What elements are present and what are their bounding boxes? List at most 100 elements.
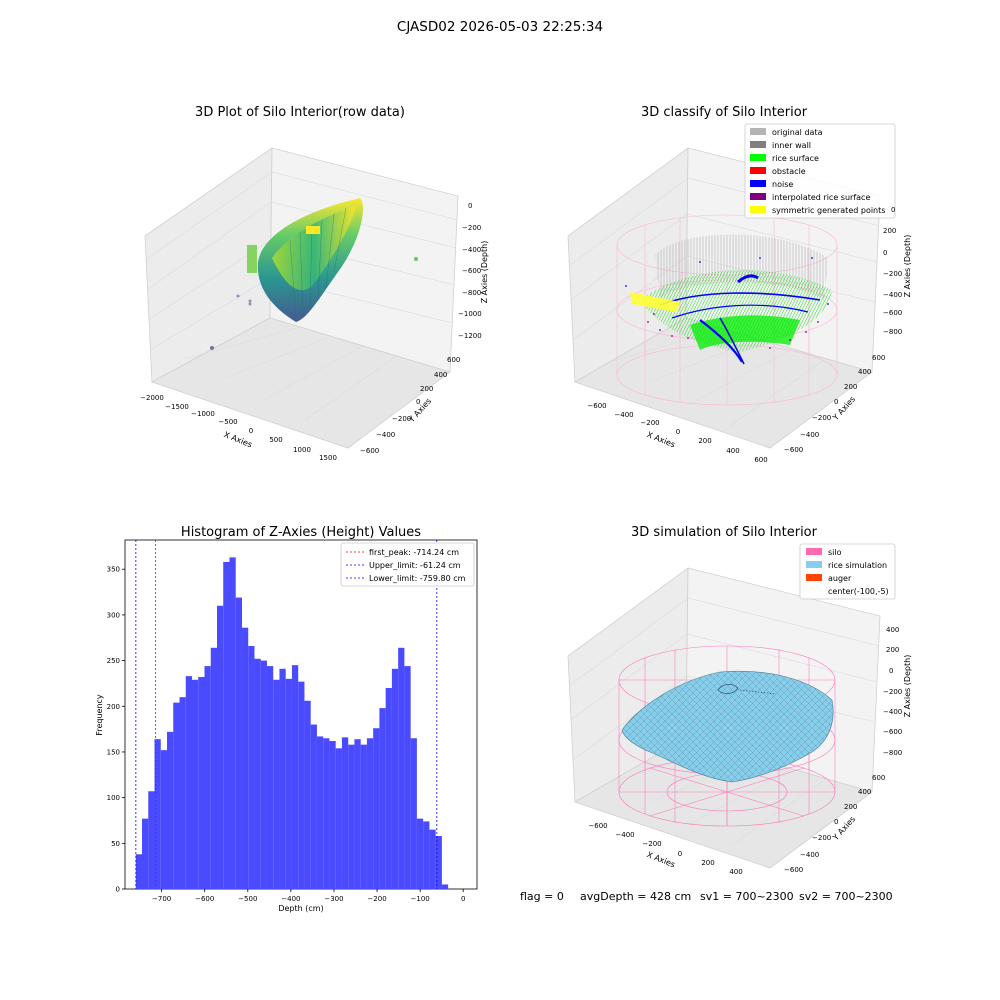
histogram-bar xyxy=(210,647,217,889)
classify-panel-title: 3D classify of Silo Interior xyxy=(641,105,808,120)
legend-label: obstacle xyxy=(772,167,806,176)
raw-ztick: −1200 xyxy=(458,332,482,340)
histogram-bar xyxy=(223,561,230,889)
histogram-xtick-label: −100 xyxy=(411,895,430,903)
classify-z-ticks: 0 200 0 −200 −400 −600 −800 xyxy=(883,206,902,336)
histogram-xtick-label: −300 xyxy=(324,895,343,903)
histogram-ytick-label: 350 xyxy=(107,566,120,574)
raw-ytick: −400 xyxy=(376,431,395,439)
histogram-legend: first_peak: -714.24 cm Upper_limit: -61.… xyxy=(340,542,475,587)
classify-ztick: 0 xyxy=(883,249,887,257)
histogram-bar xyxy=(323,738,330,889)
simulation-xtick: 200 xyxy=(701,859,714,867)
histogram-bar xyxy=(410,738,417,889)
legend-label: Upper_limit: -61.24 cm xyxy=(369,561,461,570)
histogram-bar xyxy=(391,668,399,889)
histogram-bar xyxy=(373,728,380,889)
legend-label: rice surface xyxy=(772,154,819,163)
simulation-z-ticks: 400 200 0 −200 −400 −600 −800 xyxy=(883,626,902,757)
histogram-bar xyxy=(285,678,292,889)
legend-label: rice simulation xyxy=(828,561,887,570)
raw-xtick: 1000 xyxy=(293,446,311,454)
histogram-title: Histogram of Z-Axies (Height) Values xyxy=(181,525,421,540)
raw-ytick: 200 xyxy=(420,385,433,393)
raw-3d-box xyxy=(144,147,459,449)
figure-title: CJASD02 2026-05-03 22:25:34 xyxy=(397,19,603,35)
histogram-bar xyxy=(179,697,186,889)
raw-point-cloud xyxy=(210,198,418,350)
raw-z-axis-label: Z Axies (Depth) xyxy=(480,241,489,304)
raw-xtick: −1000 xyxy=(191,410,215,418)
simulation-ytick: 200 xyxy=(844,803,857,811)
legend-label: symmetric generated points xyxy=(772,206,885,215)
histogram-bar xyxy=(416,818,424,889)
raw-y-ticks: −600 −400 −200 0 200 400 600 xyxy=(360,356,460,455)
histogram-bar xyxy=(204,666,211,889)
histogram-bar xyxy=(404,666,411,889)
legend-swatch-interpolated xyxy=(750,193,766,200)
histogram-bar xyxy=(167,731,174,889)
histogram-bar xyxy=(266,666,274,889)
classify-y-ticks: −600 −400 −200 0 200 400 600 xyxy=(784,354,885,454)
histogram-bar xyxy=(304,700,311,889)
raw-xtick: −1500 xyxy=(165,403,189,411)
legend-label: Lower_limit: -759.80 cm xyxy=(369,574,466,583)
histogram-bar xyxy=(254,658,261,889)
status-flag: flag = 0 xyxy=(520,890,564,903)
classify-ytick: −400 xyxy=(800,431,819,439)
classify-point-cloud xyxy=(625,234,832,365)
classify-xtick: −400 xyxy=(614,411,633,419)
legend-label: inner wall xyxy=(772,141,811,150)
raw-xtick: −500 xyxy=(218,418,237,426)
histogram-bar xyxy=(135,854,143,889)
classify-legend: original data inner wall rice surface ob… xyxy=(744,123,896,219)
simulation-xtick: −200 xyxy=(642,840,661,848)
classify-x-ticks: −600 −400 −200 0 200 400 600 xyxy=(587,402,767,464)
histogram-bar xyxy=(160,750,168,889)
legend-swatch-silo xyxy=(806,548,822,555)
classify-xtick: 200 xyxy=(698,437,711,445)
histogram-bar xyxy=(335,748,342,889)
raw-ztick: −400 xyxy=(462,246,481,254)
raw-ztick: −1000 xyxy=(458,310,482,318)
classify-ytick: 600 xyxy=(872,354,885,362)
histogram-bar xyxy=(291,665,299,889)
simulation-ztick: −200 xyxy=(883,688,902,696)
legend-swatch-original-data xyxy=(750,128,766,135)
classify-xtick: 400 xyxy=(726,447,739,455)
raw-xtick: −2000 xyxy=(140,394,164,402)
histogram-bar xyxy=(191,679,199,889)
histogram-bar xyxy=(316,736,324,889)
histogram-x-ticks: −700 −600 −500 −400 −300 −200 −100 0 xyxy=(152,889,465,903)
raw-ytick: 0 xyxy=(416,398,420,406)
classify-xtick: −600 xyxy=(587,402,606,410)
legend-label: silo xyxy=(828,548,842,557)
histogram-xtick-label: −600 xyxy=(195,895,214,903)
raw-xtick: 500 xyxy=(269,436,282,444)
raw-xtick: 0 xyxy=(249,427,253,435)
legend-label: first_peak: -714.24 cm xyxy=(369,548,459,557)
histogram-bar xyxy=(279,668,286,889)
histogram-bar xyxy=(423,821,430,889)
histogram-bar xyxy=(310,724,317,889)
legend-label: interpolated rice surface xyxy=(772,193,870,202)
raw-ztick: −600 xyxy=(462,267,481,275)
classify-ytick: 0 xyxy=(834,398,838,406)
panel-raw-3d: 3D Plot of Silo Interior(row data) xyxy=(140,105,489,462)
legend-swatch-rice-surface xyxy=(750,154,766,161)
status-sv2: sv2 = 700~2300 xyxy=(799,890,893,903)
simulation-ytick: −200 xyxy=(812,834,831,842)
simulation-z-axis-label: Z Axies (Depth) xyxy=(903,655,912,718)
simulation-ztick: 200 xyxy=(886,646,899,654)
simulation-ztick: −400 xyxy=(883,708,902,716)
histogram-bar xyxy=(142,818,149,889)
histogram-bar xyxy=(148,791,155,889)
histogram-bar xyxy=(354,739,361,889)
histogram-bar xyxy=(260,660,267,889)
histogram-bar xyxy=(360,744,367,889)
histogram-bar xyxy=(441,884,449,889)
classify-xtick: 0 xyxy=(676,428,680,436)
classify-ytick: 200 xyxy=(844,383,857,391)
histogram-ytick-label: 200 xyxy=(107,703,120,711)
